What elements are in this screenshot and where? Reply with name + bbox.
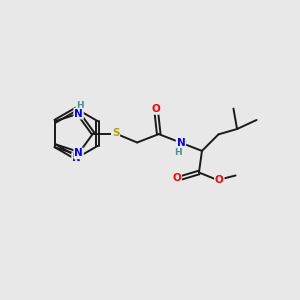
Text: N: N <box>72 153 81 163</box>
Text: N: N <box>177 137 185 148</box>
Text: O: O <box>152 104 161 114</box>
Text: O: O <box>215 175 224 185</box>
Text: N: N <box>74 148 83 158</box>
Text: O: O <box>172 173 181 183</box>
Text: S: S <box>112 128 119 139</box>
Text: N: N <box>74 109 83 118</box>
Text: H: H <box>76 101 84 110</box>
Text: H: H <box>174 148 182 157</box>
